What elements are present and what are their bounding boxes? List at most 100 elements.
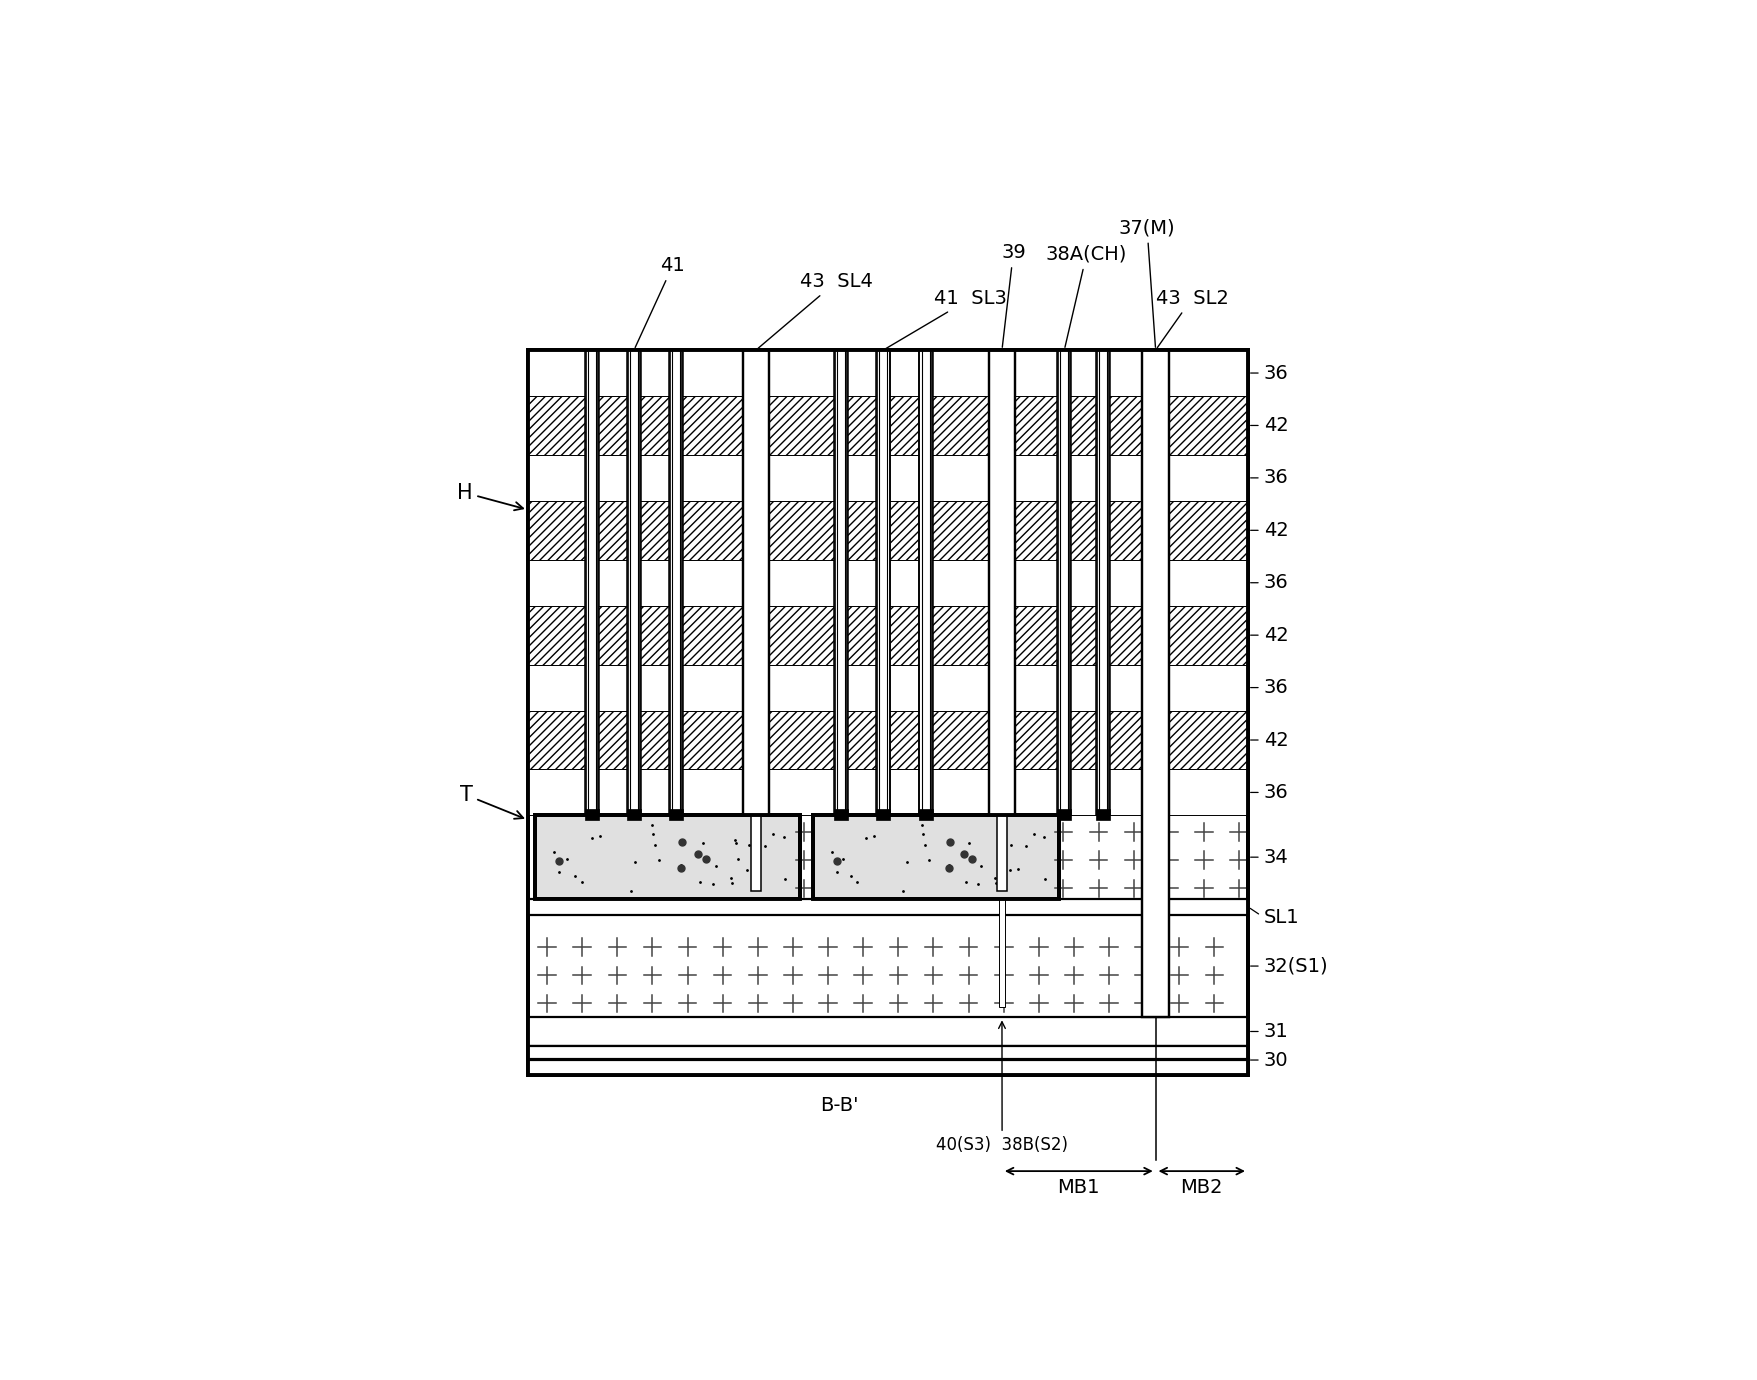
Point [1019, 822, 1047, 845]
Text: 30: 30 [1249, 1050, 1288, 1070]
Text: 41: 41 [634, 257, 685, 348]
Bar [813, 816, 1058, 898]
Point [889, 880, 917, 903]
Point [893, 850, 921, 872]
Text: 42: 42 [1249, 625, 1288, 644]
Bar [527, 351, 1247, 1075]
Point [987, 847, 1016, 869]
Bar [835, 809, 849, 820]
Point [1030, 827, 1058, 849]
Point [698, 874, 726, 896]
Text: 36: 36 [1249, 363, 1288, 382]
Point [560, 865, 589, 887]
Point [822, 850, 850, 872]
Point [914, 849, 942, 871]
Bar [996, 816, 1007, 890]
Text: SL1: SL1 [1249, 908, 1298, 927]
Bar [527, 501, 1247, 560]
Bar [534, 816, 799, 898]
Text: 32(S1): 32(S1) [1249, 956, 1328, 976]
Point [910, 835, 938, 857]
Point [545, 850, 573, 872]
Point [722, 832, 750, 854]
Point [666, 857, 694, 879]
Text: 36: 36 [1249, 678, 1288, 697]
Point [952, 871, 980, 893]
Point [720, 829, 748, 851]
Bar [527, 665, 1247, 711]
Point [734, 834, 763, 856]
Bar [527, 898, 1247, 915]
Point [935, 857, 963, 879]
Point [641, 835, 669, 857]
Point [986, 832, 1014, 854]
Point [829, 849, 857, 871]
Text: T: T [459, 785, 524, 818]
Bar [669, 351, 683, 816]
Bar [1056, 351, 1070, 816]
Bar [987, 351, 1014, 816]
Bar [813, 816, 1058, 898]
Point [701, 856, 729, 878]
Text: 34: 34 [1249, 847, 1288, 867]
Point [545, 861, 573, 883]
Bar [987, 351, 1014, 816]
Point [770, 827, 798, 849]
Bar [743, 351, 770, 816]
Text: 31: 31 [1249, 1023, 1288, 1041]
Text: 38A(CH): 38A(CH) [1045, 246, 1126, 348]
Bar [527, 560, 1247, 606]
Point [817, 842, 845, 864]
Bar [1095, 351, 1109, 816]
Text: B-B': B-B' [821, 1097, 857, 1115]
Point [539, 842, 568, 864]
Text: 39: 39 [1000, 243, 1024, 348]
Text: 43  SL4: 43 SL4 [757, 272, 873, 348]
Bar [1095, 809, 1109, 820]
Bar [527, 711, 1247, 770]
Point [908, 814, 936, 836]
Bar [835, 351, 849, 816]
Point [717, 867, 745, 889]
Point [645, 849, 673, 871]
Bar [527, 1046, 1247, 1075]
Bar [527, 455, 1247, 501]
Point [963, 874, 991, 896]
Bar [1142, 351, 1168, 1017]
Point [692, 847, 720, 869]
Point [996, 834, 1024, 856]
Point [1012, 835, 1040, 857]
Point [683, 843, 712, 865]
Text: H: H [457, 483, 524, 511]
Point [578, 827, 606, 849]
Point [552, 849, 580, 871]
Point [908, 822, 936, 845]
Bar [527, 1017, 1247, 1046]
Point [980, 872, 1009, 894]
Bar [998, 898, 1005, 1007]
Bar [1056, 809, 1070, 820]
Point [966, 856, 994, 878]
Text: 40(S3)  38B(S2): 40(S3) 38B(S2) [935, 1021, 1068, 1154]
Text: MB2: MB2 [1181, 1179, 1223, 1196]
Point [859, 825, 887, 847]
Text: 42: 42 [1249, 520, 1288, 540]
Point [822, 861, 850, 883]
Point [994, 860, 1023, 882]
Bar [877, 809, 891, 820]
Bar [585, 809, 599, 820]
Bar [527, 606, 1247, 665]
Point [1003, 858, 1031, 880]
Bar [627, 809, 641, 820]
Point [1030, 868, 1058, 890]
Bar [917, 351, 931, 816]
Point [741, 858, 770, 880]
Point [980, 867, 1009, 889]
Point [750, 835, 778, 857]
Text: 36: 36 [1249, 782, 1288, 802]
Point [724, 847, 752, 869]
Bar [1142, 351, 1168, 1017]
Bar [743, 351, 770, 816]
Point [668, 831, 696, 853]
Text: 42: 42 [1249, 730, 1288, 749]
